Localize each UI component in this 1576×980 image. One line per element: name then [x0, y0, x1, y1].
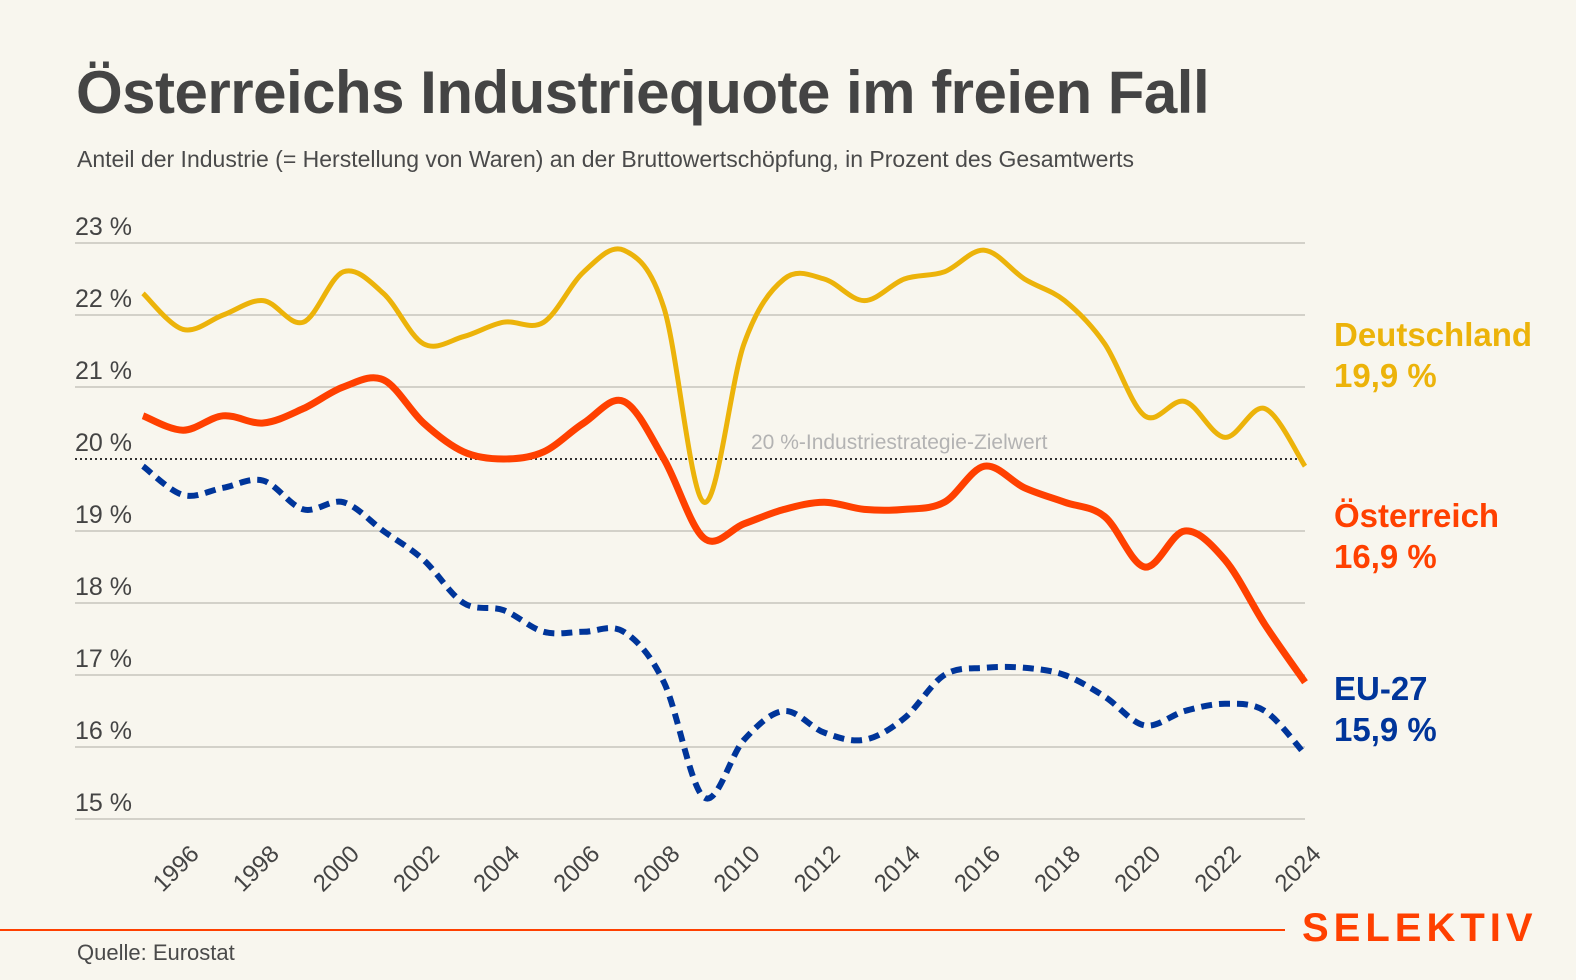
footer-divider — [0, 929, 1285, 931]
target-reference-label: 20 %-Industriestrategie-Zielwert — [751, 431, 1048, 454]
chart-title: Österreichs Industriequote im freien Fal… — [76, 59, 1210, 126]
y-tick-label: 21 % — [75, 357, 132, 385]
series-name-eu27: EU-27 — [1334, 670, 1428, 707]
x-tick-label: 2018 — [1029, 840, 1086, 897]
y-tick-label: 16 % — [75, 717, 132, 745]
series-value-deutschland: 19,9 % — [1334, 357, 1437, 394]
x-tick-label: 2016 — [949, 840, 1006, 897]
x-tick-label: 2010 — [709, 840, 766, 897]
x-tick-label: 2006 — [548, 840, 605, 897]
gridlines — [75, 242, 1305, 820]
series-label-oesterreich: Österreich 16,9 % — [1334, 495, 1499, 577]
brand-logo: SELEKTIV — [1302, 906, 1538, 950]
series-name-oesterreich: Österreich — [1334, 497, 1500, 534]
y-tick-label: 22 % — [75, 285, 132, 313]
series-label-eu27: EU-27 15,9 % — [1334, 668, 1437, 750]
series-name-deutschland: Deutschland — [1334, 316, 1533, 353]
y-axis-ticks: 15 % 16 % 17 % 18 % 19 % 20 % 21 % 22 % 23 % — [75, 213, 132, 817]
y-tick-label: 23 % — [75, 213, 132, 241]
x-tick-label: 1998 — [228, 840, 285, 897]
series-line-eu27 — [141, 463, 1308, 802]
series-value-eu27: 15,9 % — [1334, 711, 1437, 748]
x-tick-label: 2002 — [388, 840, 445, 897]
series-label-deutschland: Deutschland 19,9 % — [1334, 314, 1532, 396]
source-note: Quelle: Eurostat — [77, 940, 235, 965]
x-tick-label: 2000 — [308, 840, 365, 897]
x-tick-label: 2020 — [1109, 840, 1166, 897]
y-tick-label: 17 % — [75, 645, 132, 673]
x-tick-label: 1996 — [148, 840, 205, 897]
y-tick-label: 19 % — [75, 501, 132, 529]
y-tick-label: 20 % — [75, 429, 132, 457]
x-tick-label: 2012 — [789, 840, 846, 897]
x-axis-ticks: 1996 1998 2000 2002 2004 2006 2008 2010 2012 2014… — [148, 840, 1327, 897]
x-tick-label: 2014 — [869, 840, 926, 897]
x-tick-label: 2008 — [629, 840, 686, 897]
series-line-deutschland — [141, 246, 1308, 505]
series-line-oesterreich — [141, 374, 1308, 685]
x-tick-label: 2024 — [1270, 840, 1327, 897]
y-tick-label: 15 % — [75, 789, 132, 817]
series-value-oesterreich: 16,9 % — [1334, 538, 1437, 575]
chart-subtitle: Anteil der Industrie (= Herstellung von … — [77, 146, 1135, 172]
x-tick-label: 2004 — [468, 840, 525, 897]
line-chart: 15 % 16 % 17 % 18 % 19 % 20 % 21 % 22 % 23 % 199… — [75, 213, 1327, 897]
x-tick-label: 2022 — [1190, 840, 1247, 897]
y-tick-label: 18 % — [75, 573, 132, 601]
series-lines — [141, 246, 1308, 802]
